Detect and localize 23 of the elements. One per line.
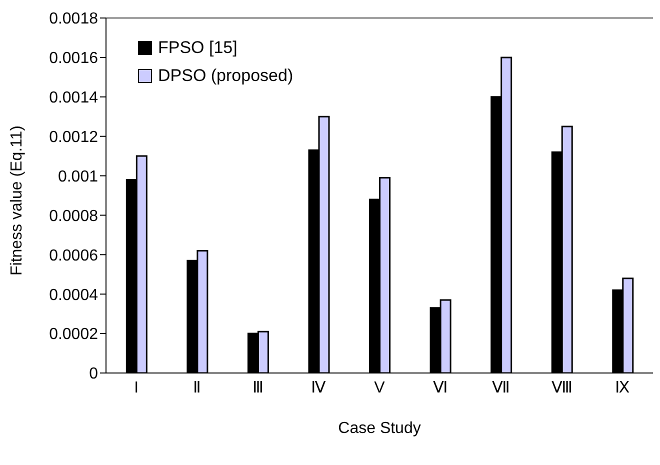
y-tick-label: 0.0008 xyxy=(49,208,98,225)
y-tick-label: 0.0006 xyxy=(49,247,98,264)
x-axis-title: Case Study xyxy=(338,420,421,437)
x-tick-label: Ⅲ xyxy=(252,379,264,396)
x-tick-label: Ⅱ xyxy=(193,379,202,396)
y-tick-label: 0.001 xyxy=(58,168,98,186)
x-tick-label: V xyxy=(374,379,386,396)
y-tick-label: 0 xyxy=(89,366,98,383)
x-tick-label: Ⅵ xyxy=(432,379,448,396)
x-tick-label: Ⅶ xyxy=(492,379,510,396)
legend-label: FPSO [15] xyxy=(158,38,238,58)
y-tick-label: 0.0014 xyxy=(49,90,98,107)
y-axis-title: Fitness value (Eq.11) xyxy=(8,126,26,276)
x-tick-label: Ⅷ xyxy=(551,379,572,396)
y-tick-label: 0.0002 xyxy=(49,326,98,344)
x-tick-label: Ⅳ xyxy=(311,379,326,396)
y-tick-label: 0.0018 xyxy=(49,10,98,28)
x-tick-label: Ⅸ xyxy=(615,379,630,396)
y-tick-label: 0.0012 xyxy=(49,129,98,146)
y-tick-label: 0.0016 xyxy=(49,50,98,68)
x-tick-label: I xyxy=(134,379,139,396)
legend-label: DPSO (proposed) xyxy=(158,66,294,86)
y-tick-label: 0.0004 xyxy=(49,286,98,304)
